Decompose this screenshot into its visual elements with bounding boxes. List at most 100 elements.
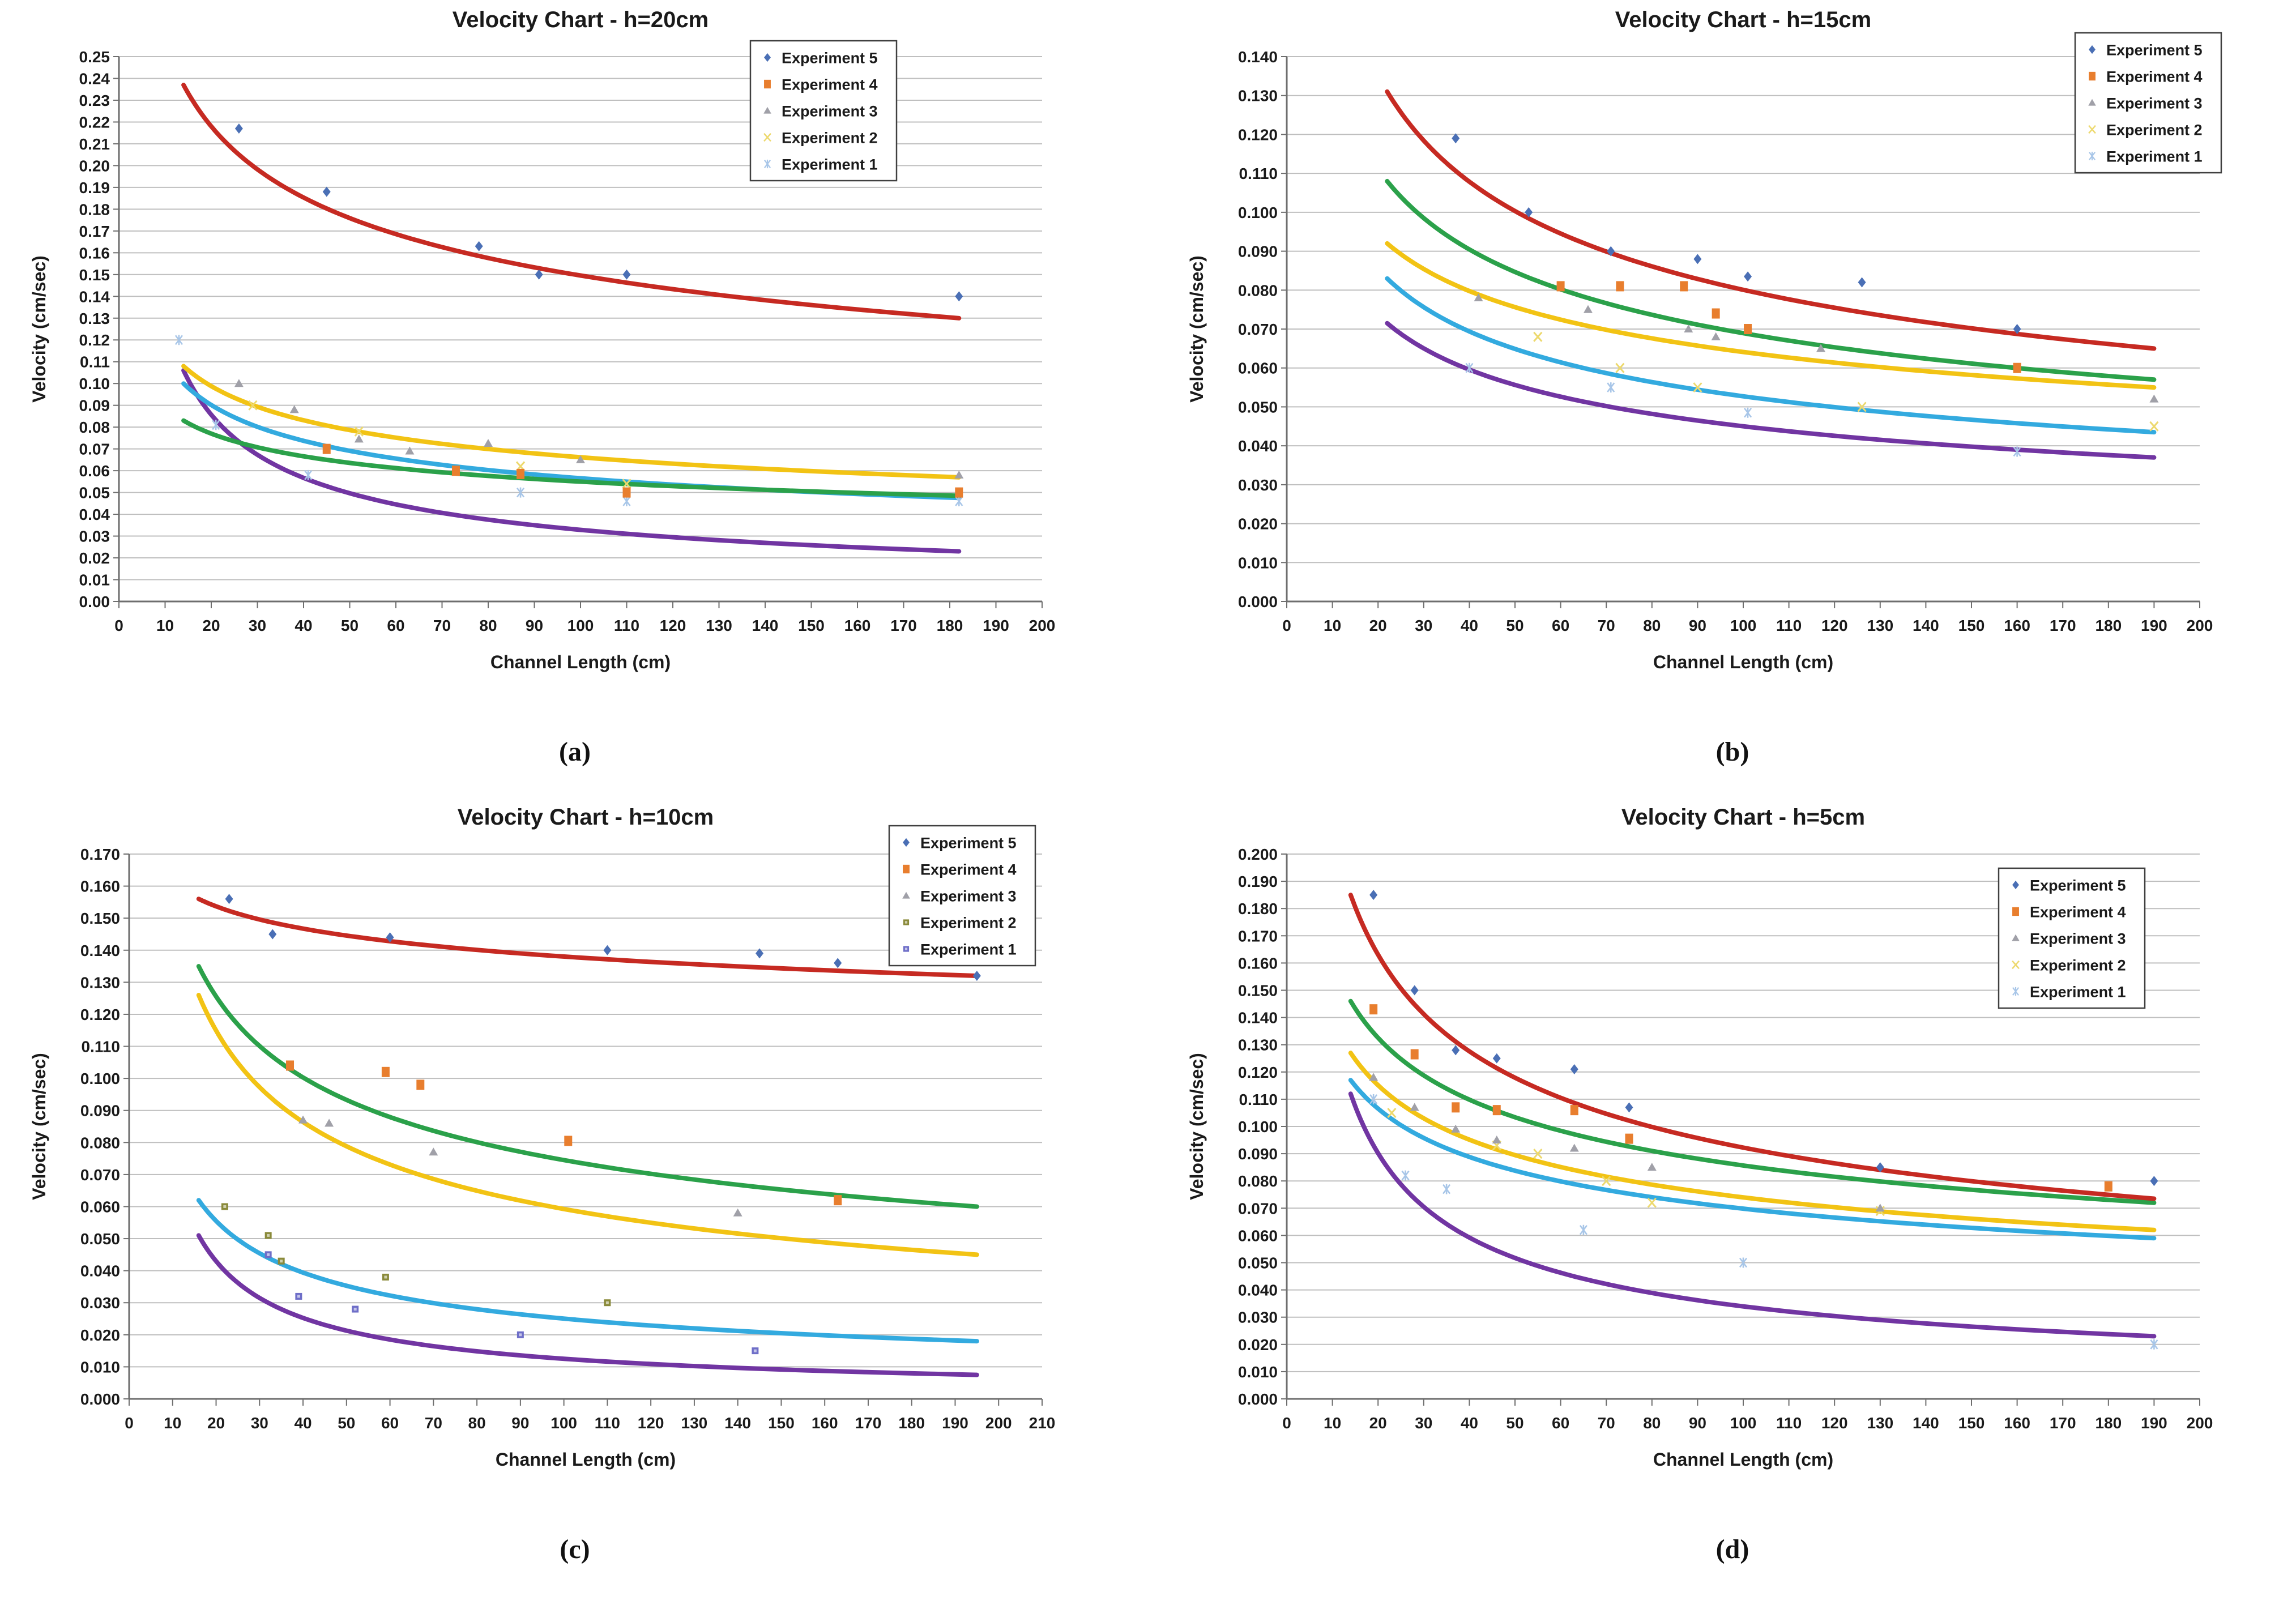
y-tick-label: 0.120 <box>1238 1064 1278 1081</box>
y-axis-label: Velocity (cm/sec) <box>29 255 49 403</box>
x-tick-label: 150 <box>768 1414 795 1432</box>
x-axis-label: Channel Length (cm) <box>1653 1449 1833 1470</box>
legend-box <box>1998 867 2146 1009</box>
y-tick-label: 0.020 <box>80 1326 120 1344</box>
x-tick-label: 140 <box>724 1414 751 1432</box>
star-marker <box>1607 382 1615 393</box>
x-tick-label: 20 <box>202 617 220 634</box>
triangle-marker <box>2149 394 2159 403</box>
diamond-marker <box>322 186 331 197</box>
square-marker <box>955 487 963 498</box>
diamond-marker <box>903 838 910 847</box>
y-tick-label: 0.040 <box>1238 437 1278 455</box>
x-tick-label: 170 <box>855 1414 882 1432</box>
trend-line-experiment-1 <box>196 1233 979 1377</box>
x-tick-label: 60 <box>381 1414 399 1432</box>
y-tick-label: 0.120 <box>1238 126 1278 143</box>
y-tick-label: 0.05 <box>79 484 110 502</box>
trend-line-experiment-5 <box>196 897 979 978</box>
x-tick-label: 40 <box>295 617 312 634</box>
star-marker <box>1579 1224 1587 1235</box>
x-marker <box>1602 1176 1611 1187</box>
x-tick-label: 10 <box>1324 617 1341 634</box>
caption-a: (a) <box>559 737 591 767</box>
diamond-marker <box>603 945 612 955</box>
y-tick-label: 0.100 <box>1238 204 1278 221</box>
legend-item-label: Experiment 5 <box>782 50 878 67</box>
trend-line-experiment-4 <box>196 964 979 1209</box>
series-points-experiment-5 <box>1452 133 2021 334</box>
trend-line-experiment-5 <box>1348 893 2157 1201</box>
x-tick-label: 180 <box>898 1414 925 1432</box>
series-points-experiment-5 <box>225 894 981 981</box>
y-tick-label: 0.070 <box>80 1166 120 1184</box>
x-tick-label: 170 <box>890 617 917 634</box>
x-marker <box>2012 960 2020 970</box>
x-marker <box>763 133 771 142</box>
trend-line-experiment-5 <box>181 83 962 321</box>
star-marker <box>2013 446 2021 457</box>
triangle-marker <box>2012 934 2020 941</box>
y-tick-label: 0.050 <box>1238 398 1278 416</box>
diamond-marker <box>2012 880 2019 890</box>
square-marker <box>622 487 631 498</box>
diamond-marker <box>225 894 233 904</box>
x-tick-label: 200 <box>1029 617 1056 634</box>
legend-item-label: Experiment 3 <box>2106 95 2203 112</box>
x-tick-label: 70 <box>433 617 451 634</box>
y-tick-label: 0.060 <box>1238 360 1278 377</box>
y-tick-label: 0.010 <box>1238 1363 1278 1381</box>
square-marker <box>1452 1102 1460 1113</box>
square-marker <box>416 1079 425 1090</box>
y-tick-label: 0.060 <box>1238 1227 1278 1244</box>
y-tick-label: 0.100 <box>1238 1118 1278 1136</box>
x-marker <box>1533 1149 1543 1159</box>
diamond-marker <box>756 948 764 959</box>
star-marker <box>174 335 183 345</box>
y-tick-label: 0.170 <box>80 846 120 863</box>
y-tick-label: 0.170 <box>1238 927 1278 945</box>
square-violet-marker-center <box>519 1333 522 1337</box>
x-marker <box>248 400 258 411</box>
y-tick-label: 0.160 <box>1238 954 1278 972</box>
square-violet-marker-center <box>753 1349 757 1352</box>
triangle-marker <box>1369 1073 1379 1081</box>
trend-line-experiment-3 <box>181 364 962 480</box>
x-tick-label: 10 <box>156 617 174 634</box>
x-tick-label: 160 <box>2004 1414 2030 1432</box>
diamond-marker <box>386 932 394 943</box>
diamond-marker <box>1693 254 1702 264</box>
x-tick-label: 30 <box>249 617 266 634</box>
diamond-marker <box>475 241 483 251</box>
x-tick-label: 140 <box>1913 617 1939 634</box>
y-axis-label: Velocity (cm/sec) <box>29 1053 49 1200</box>
triangle-marker <box>354 434 364 443</box>
x-tick-label: 50 <box>341 617 359 634</box>
legend: Experiment 5 Experiment 4 Experiment 3 Expe… <box>1998 867 2146 1009</box>
y-tick-label: 0.030 <box>1238 476 1278 494</box>
x-axis-label: Channel Length (cm) <box>490 652 671 672</box>
x-tick-label: 70 <box>425 1414 442 1432</box>
x-tick-label: 80 <box>479 617 497 634</box>
triangle-marker <box>1816 344 1826 352</box>
x-tick-label: 50 <box>1506 1414 1523 1432</box>
y-tick-label: 0.030 <box>80 1294 120 1312</box>
triangle-marker <box>954 470 964 479</box>
x-tick-label: 10 <box>164 1414 181 1432</box>
square-marker <box>451 466 460 476</box>
x-tick-label: 150 <box>1958 1414 1985 1432</box>
x-tick-label: 70 <box>1598 617 1615 634</box>
x-tick-label: 50 <box>338 1414 355 1432</box>
chart-title: Velocity Chart - h=20cm <box>453 7 709 32</box>
y-tick-label: 0.080 <box>1238 1172 1278 1190</box>
x-tick-label: 180 <box>2095 617 2122 634</box>
star-marker <box>1465 362 1474 373</box>
square-marker <box>1680 281 1688 292</box>
y-tick-label: 0.09 <box>79 397 110 415</box>
x-tick-label: 40 <box>1461 1414 1478 1432</box>
x-tick-label: 120 <box>1821 1414 1848 1432</box>
y-tick-label: 0.040 <box>80 1262 120 1280</box>
triangle-marker <box>1474 293 1483 302</box>
y-tick-label: 0.150 <box>80 910 120 927</box>
series-points-experiment-5 <box>1369 890 2158 1187</box>
